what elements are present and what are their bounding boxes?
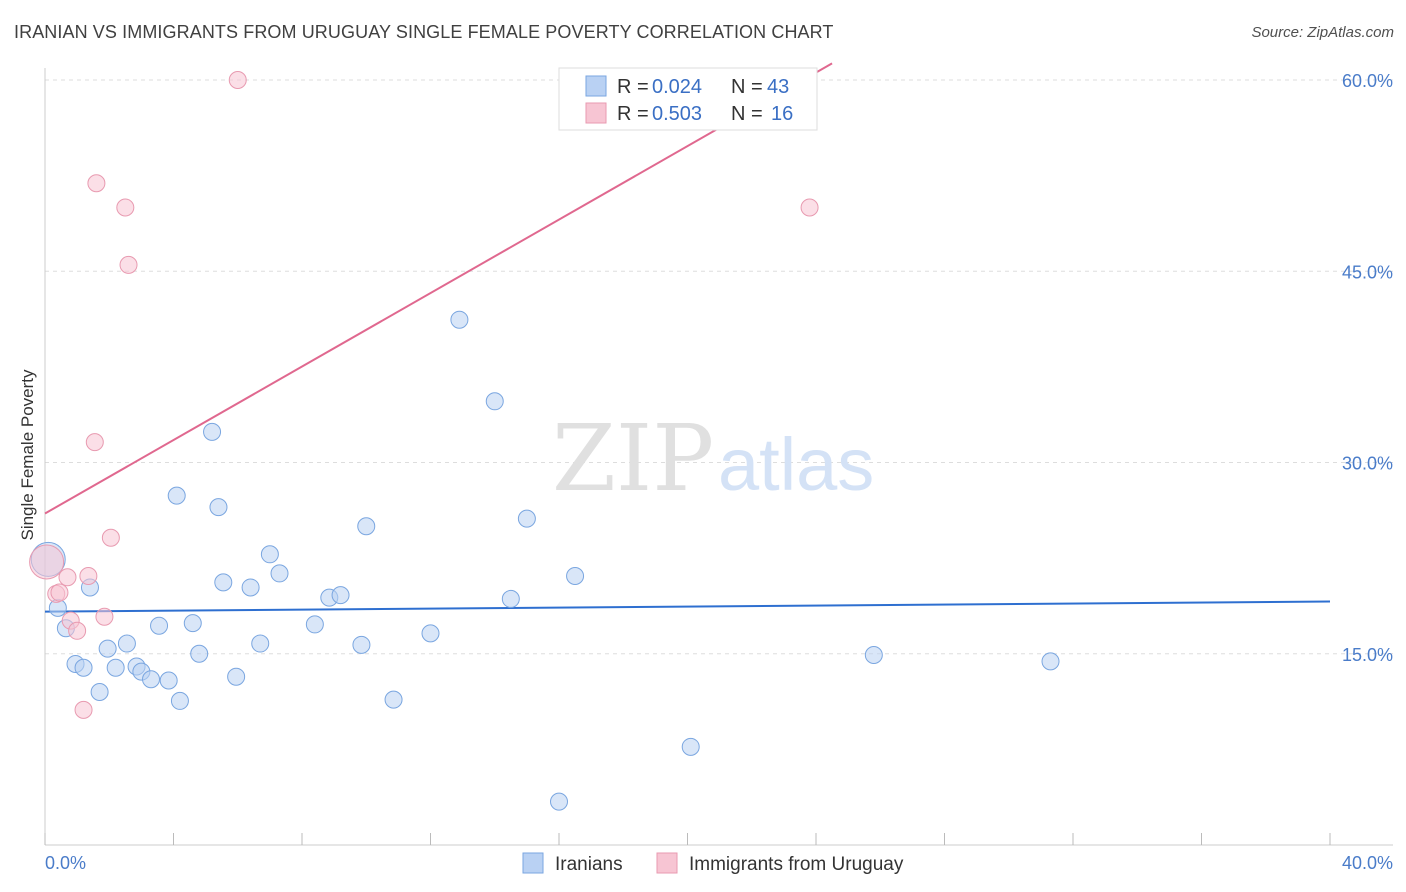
point-uruguay [101, 528, 120, 547]
point-iranians [90, 683, 109, 701]
trend-line-iranians [44, 600, 1331, 613]
point-iranians [214, 573, 233, 592]
point-iranians [106, 658, 125, 677]
point-iranians [550, 792, 568, 811]
point-iranians [305, 615, 324, 634]
point-iranians [183, 614, 202, 633]
point-uruguay [58, 568, 77, 587]
legend-n-value-uruguay: 16 [771, 103, 793, 125]
watermark: ZIP atlas [552, 405, 874, 512]
point-iranians [1041, 652, 1060, 671]
point-uruguay [95, 607, 114, 626]
point-uruguay [74, 700, 93, 719]
source-label: Source: ZipAtlas.com [1251, 24, 1394, 41]
watermark-zip: ZIP [552, 405, 714, 512]
point-uruguay [68, 621, 87, 640]
watermark-atlas: atlas [718, 423, 874, 506]
point-iranians [450, 310, 469, 329]
trend-lines [44, 62, 1331, 613]
point-iranians [864, 646, 883, 665]
point-iranians [357, 517, 376, 536]
point-iranians [190, 644, 209, 663]
point-uruguay [79, 566, 98, 585]
point-iranians [150, 616, 169, 635]
series-legend: Iranians Immigrants from Uruguay [522, 852, 904, 875]
series-swatch-uruguay [656, 852, 678, 874]
x-tick-label-max: 40.0% [1342, 853, 1393, 873]
legend-r-label-2: R = [617, 103, 649, 125]
axes [44, 68, 1393, 846]
point-iranians [260, 545, 279, 564]
point-iranians [384, 690, 403, 709]
point-iranians [117, 634, 136, 653]
legend-r-label-1: R = [617, 76, 649, 98]
point-iranians [203, 422, 222, 441]
point-iranians [251, 634, 270, 653]
point-iranians [170, 691, 189, 710]
x-tick-label-min: 0.0% [45, 853, 86, 873]
legend-swatch-iranians [585, 75, 607, 97]
point-iranians [681, 737, 700, 756]
y-axis-label: Single Female Poverty [18, 369, 37, 541]
point-uruguay [800, 198, 819, 217]
point-iranians [241, 578, 260, 597]
point-iranians [485, 392, 504, 411]
legend-r-value-iranians: 0.024 [652, 76, 702, 98]
y-tick-label: 60.0% [1342, 71, 1393, 91]
point-iranians [227, 667, 246, 686]
y-tick-label: 30.0% [1342, 454, 1393, 474]
point-iranians [501, 589, 520, 608]
point-uruguay [119, 255, 138, 274]
grid-lines [45, 79, 1393, 655]
point-iranians [167, 486, 186, 505]
point-uruguay [29, 544, 65, 580]
point-iranians [74, 658, 93, 677]
point-uruguay [50, 583, 69, 602]
point-iranians [352, 635, 371, 654]
point-iranians [270, 564, 289, 583]
legend: R = 0.024 N = 43 R = 0.503 N = 16 [558, 67, 818, 131]
legend-n-value-iranians: 43 [767, 76, 789, 98]
point-iranians [421, 624, 440, 643]
point-iranians [331, 586, 350, 605]
y-tick-label: 15.0% [1342, 645, 1393, 665]
legend-r-value-uruguay: 0.503 [652, 103, 702, 125]
tick-labels: 15.0% 30.0% 45.0% 60.0% 0.0% 40.0% [45, 71, 1393, 873]
point-iranians [209, 498, 228, 517]
point-uruguay [116, 198, 135, 217]
point-uruguay [85, 433, 104, 452]
y-tick-label: 45.0% [1342, 262, 1393, 282]
chart-title: IRANIAN VS IMMIGRANTS FROM URUGUAY SINGL… [14, 22, 834, 42]
legend-n-label-1: N = [731, 76, 763, 98]
series-label-uruguay: Immigrants from Uruguay [689, 854, 904, 875]
point-iranians [566, 566, 585, 585]
point-iranians [98, 639, 117, 658]
series-swatch-iranians [522, 852, 544, 874]
point-iranians [142, 670, 161, 689]
trend-line-uruguay [44, 62, 833, 515]
point-uruguay [87, 174, 106, 193]
point-uruguay [228, 71, 247, 89]
point-iranians [517, 509, 536, 528]
series-label-iranians: Iranians [555, 854, 623, 875]
legend-n-label-2: N = [731, 103, 763, 125]
data-points [29, 71, 1060, 811]
legend-swatch-uruguay [585, 102, 607, 124]
point-iranians [159, 671, 178, 690]
